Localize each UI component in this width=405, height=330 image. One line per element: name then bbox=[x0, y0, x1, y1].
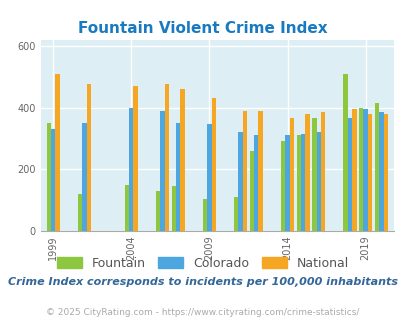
Bar bbox=[305, 114, 309, 231]
Bar bbox=[211, 98, 215, 231]
Text: Fountain Violent Crime Index: Fountain Violent Crime Index bbox=[78, 21, 327, 36]
Legend: Fountain, Colorado, National: Fountain, Colorado, National bbox=[52, 252, 353, 275]
Bar bbox=[86, 84, 91, 231]
Bar bbox=[358, 108, 362, 231]
Bar bbox=[285, 135, 289, 231]
Bar bbox=[258, 111, 262, 231]
Bar bbox=[383, 114, 387, 231]
Bar bbox=[249, 151, 254, 231]
Bar bbox=[316, 132, 320, 231]
Bar bbox=[202, 199, 207, 231]
Text: © 2025 CityRating.com - https://www.cityrating.com/crime-statistics/: © 2025 CityRating.com - https://www.city… bbox=[46, 308, 359, 317]
Bar bbox=[280, 142, 285, 231]
Text: Crime Index corresponds to incidents per 100,000 inhabitants: Crime Index corresponds to incidents per… bbox=[8, 278, 397, 287]
Bar bbox=[171, 186, 175, 231]
Bar bbox=[242, 111, 247, 231]
Bar bbox=[362, 109, 367, 231]
Bar bbox=[207, 124, 211, 231]
Bar bbox=[82, 123, 86, 231]
Bar bbox=[47, 123, 51, 231]
Bar bbox=[311, 118, 316, 231]
Bar bbox=[374, 103, 378, 231]
Bar bbox=[129, 108, 133, 231]
Bar bbox=[175, 123, 180, 231]
Bar bbox=[160, 111, 164, 231]
Bar bbox=[51, 129, 55, 231]
Bar bbox=[133, 86, 137, 231]
Bar bbox=[55, 74, 60, 231]
Bar bbox=[378, 112, 383, 231]
Bar bbox=[180, 89, 184, 231]
Bar bbox=[124, 185, 129, 231]
Bar bbox=[343, 74, 347, 231]
Bar bbox=[289, 118, 293, 231]
Bar bbox=[234, 197, 238, 231]
Bar bbox=[156, 191, 160, 231]
Bar bbox=[320, 112, 324, 231]
Bar bbox=[254, 135, 258, 231]
Bar bbox=[238, 132, 242, 231]
Bar bbox=[164, 84, 168, 231]
Bar bbox=[300, 134, 305, 231]
Bar bbox=[296, 135, 300, 231]
Bar bbox=[352, 109, 356, 231]
Bar bbox=[78, 194, 82, 231]
Bar bbox=[367, 114, 371, 231]
Bar bbox=[347, 118, 352, 231]
